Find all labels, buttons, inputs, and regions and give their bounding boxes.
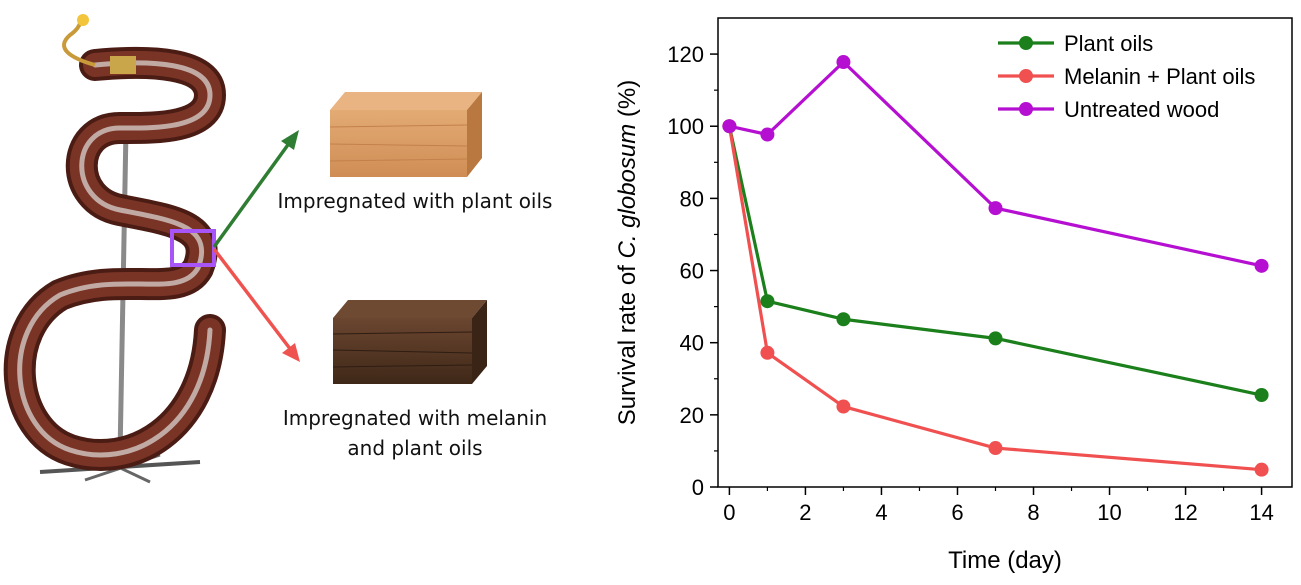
x-tick-label: 10 [1097, 500, 1121, 525]
series-line-1 [727, 125, 1262, 472]
data-point-2-1 [760, 127, 775, 142]
y-tick-label: 40 [680, 331, 704, 356]
serpent-body [3, 46, 227, 471]
data-point-1-4 [1254, 462, 1269, 477]
legend-label-1: Melanin + Plant oils [1064, 64, 1255, 89]
y-axis-label-prefix: Survival rate of [614, 259, 641, 426]
x-tick-label: 0 [723, 500, 735, 525]
data-point-0-3 [988, 331, 1003, 346]
y-tick-label: 60 [680, 259, 704, 284]
data-point-2-4 [1254, 258, 1269, 273]
legend-marker-2 [1019, 102, 1033, 116]
plot-frame [717, 17, 1293, 488]
data-point-0-1 [760, 294, 775, 309]
legend-label-0: Plant oils [1064, 31, 1153, 56]
data-point-0-2 [836, 312, 851, 327]
x-tick-label: 8 [1027, 500, 1039, 525]
caption-melanin-line2: and plant oils [347, 436, 483, 460]
arrow-to-top-block [212, 130, 299, 249]
legend-marker-1 [1019, 69, 1033, 83]
y-axis-label-species: C. globosum [614, 124, 641, 259]
light-wood-block [329, 92, 482, 177]
chart-panel: 0 2 4 6 8 10 12 14 0 20 40 60 80 100 120 Time (day) Surv… [600, 0, 1301, 580]
y-tick-label: 120 [667, 42, 704, 67]
data-point-1-3 [988, 441, 1003, 456]
data-point-2-2 [836, 55, 851, 70]
data-point-2-0 [722, 119, 737, 134]
series-line-0 [727, 125, 1262, 397]
x-tick-label: 6 [951, 500, 963, 525]
y-axis-label: Survival rate of C. globosum (%) [614, 80, 641, 425]
caption-plant-oils: Impregnated with plant oils [277, 189, 553, 213]
y-tick-label: 0 [692, 475, 704, 500]
x-axis-label: Time (day) [948, 547, 1062, 574]
legend-marker-0 [1019, 36, 1033, 50]
x-tick-label: 14 [1249, 500, 1273, 525]
illustration-panel: Impregnated with plant oils Impregnated … [0, 0, 600, 580]
highlight-box [170, 229, 216, 267]
x-tick-label: 2 [799, 500, 811, 525]
instrument-illustration [3, 14, 487, 484]
data-point-1-1 [760, 345, 775, 360]
data-point-1-2 [836, 399, 851, 414]
y-tick-label: 80 [680, 186, 704, 211]
mouthpiece-tip-icon [77, 14, 89, 26]
arrow-to-bottom-block [212, 247, 300, 362]
x-tick-label: 4 [875, 500, 887, 525]
series-line-2 [729, 60, 1262, 268]
y-axis-label-suffix: (%) [614, 80, 641, 124]
dark-wood-block [332, 300, 487, 384]
legend-label-2: Untreated wood [1064, 97, 1219, 122]
y-tick-label: 20 [680, 403, 704, 428]
instrument-mouthpiece [62, 14, 136, 74]
x-tick-label: 12 [1173, 500, 1197, 525]
data-point-2-3 [988, 201, 1003, 216]
survival-rate-chart: 0 2 4 6 8 10 12 14 0 20 40 60 80 100 120 Time (day) Surv… [614, 17, 1293, 574]
y-tick-label: 100 [667, 114, 704, 139]
caption-melanin-line1: Impregnated with melanin [282, 406, 548, 430]
data-point-0-4 [1254, 388, 1269, 403]
